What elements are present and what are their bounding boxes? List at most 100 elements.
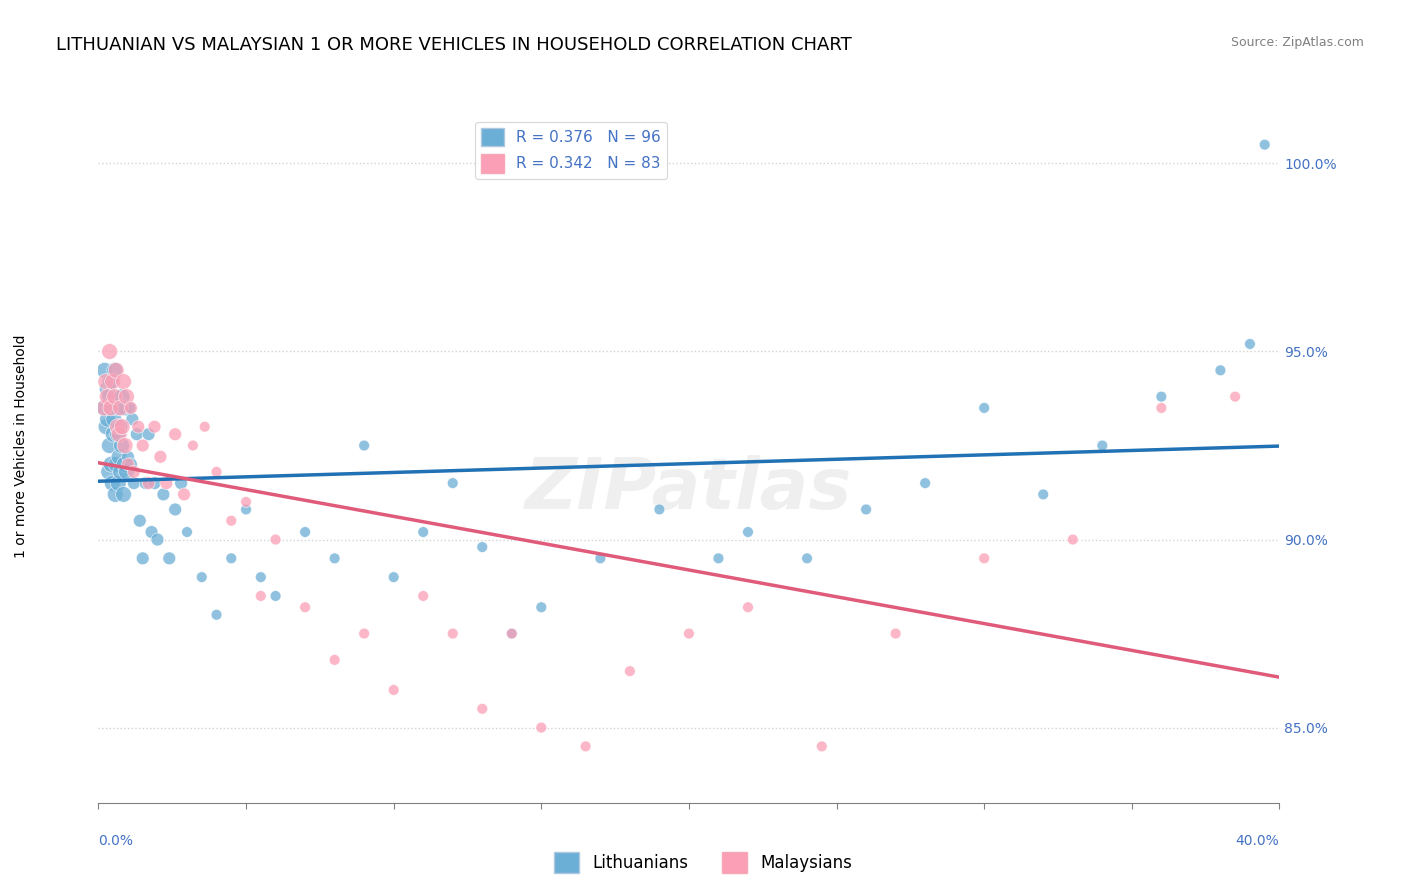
Point (98, 390, 121, 404)
Point (441, 626, 464, 640)
Text: LITHUANIAN VS MALAYSIAN 1 OR MORE VEHICLES IN HOUSEHOLD CORRELATION CHART: LITHUANIAN VS MALAYSIAN 1 OR MORE VEHICL… (56, 36, 852, 54)
Point (353, 626, 375, 640)
Point (1032, 487, 1054, 501)
Point (353, 438, 375, 452)
Point (112, 458, 135, 472)
Point (382, 683, 405, 698)
Point (111, 419, 134, 434)
Point (589, 551, 612, 566)
Point (93, 401, 115, 415)
Point (707, 551, 730, 566)
Point (1091, 438, 1114, 452)
Point (98, 438, 121, 452)
Point (884, 626, 907, 640)
Point (501, 626, 523, 640)
Point (112, 487, 135, 501)
Point (97, 465, 120, 479)
Point (105, 458, 128, 472)
Point (100, 458, 122, 472)
Point (737, 600, 759, 615)
Point (471, 702, 494, 716)
Point (194, 419, 217, 434)
Point (100, 401, 122, 415)
Point (973, 551, 995, 566)
Point (120, 458, 142, 472)
Point (1209, 363, 1232, 377)
Point (323, 551, 346, 566)
Point (1150, 401, 1173, 415)
Point (264, 533, 287, 547)
Point (138, 476, 160, 491)
Point (111, 390, 134, 404)
Point (1062, 533, 1084, 547)
Point (107, 419, 129, 434)
Point (205, 607, 228, 622)
Point (973, 401, 995, 415)
Point (235, 502, 257, 516)
Point (117, 450, 139, 464)
Point (250, 570, 273, 584)
Point (1254, 137, 1277, 152)
Point (114, 438, 136, 452)
Point (121, 412, 143, 426)
Text: 40.0%: 40.0% (1236, 834, 1279, 848)
Point (118, 401, 141, 415)
Point (1239, 337, 1261, 351)
Point (117, 458, 139, 472)
Point (149, 450, 172, 464)
Point (122, 476, 145, 491)
Legend: Lithuanians, Malaysians: Lithuanians, Malaysians (547, 846, 859, 880)
Point (127, 419, 149, 434)
Point (96, 382, 118, 396)
Point (96, 390, 118, 404)
Point (135, 476, 157, 491)
Point (191, 570, 214, 584)
Point (155, 476, 177, 491)
Point (235, 495, 257, 509)
Point (103, 412, 125, 426)
Point (173, 487, 195, 501)
Text: ZIPatlas: ZIPatlas (526, 455, 852, 524)
Point (104, 390, 127, 404)
Point (107, 476, 129, 491)
Point (101, 375, 124, 389)
Point (128, 514, 150, 528)
Point (294, 600, 316, 615)
Point (110, 465, 132, 479)
Point (143, 476, 166, 491)
Point (132, 438, 155, 452)
Point (250, 589, 273, 603)
Point (94, 419, 117, 434)
Point (120, 401, 142, 415)
Point (530, 600, 553, 615)
Point (108, 419, 131, 434)
Point (104, 363, 127, 377)
Point (412, 589, 434, 603)
Point (93, 363, 115, 377)
Point (114, 401, 136, 415)
Legend: R = 0.376   N = 96, R = 0.342   N = 83: R = 0.376 N = 96, R = 0.342 N = 83 (475, 121, 666, 178)
Point (152, 487, 174, 501)
Point (574, 739, 596, 754)
Point (108, 427, 131, 442)
Point (108, 450, 131, 464)
Point (98, 375, 121, 389)
Point (382, 570, 405, 584)
Point (132, 551, 155, 566)
Point (138, 427, 160, 442)
Point (737, 524, 759, 539)
Point (112, 375, 135, 389)
Point (122, 465, 145, 479)
Point (323, 653, 346, 667)
Point (176, 524, 198, 539)
Point (1150, 390, 1173, 404)
Point (219, 551, 243, 566)
Point (100, 401, 122, 415)
Point (105, 401, 128, 415)
Point (110, 401, 132, 415)
Point (97, 412, 120, 426)
Point (441, 476, 464, 491)
Point (125, 427, 148, 442)
Point (294, 524, 316, 539)
Point (1223, 390, 1246, 404)
